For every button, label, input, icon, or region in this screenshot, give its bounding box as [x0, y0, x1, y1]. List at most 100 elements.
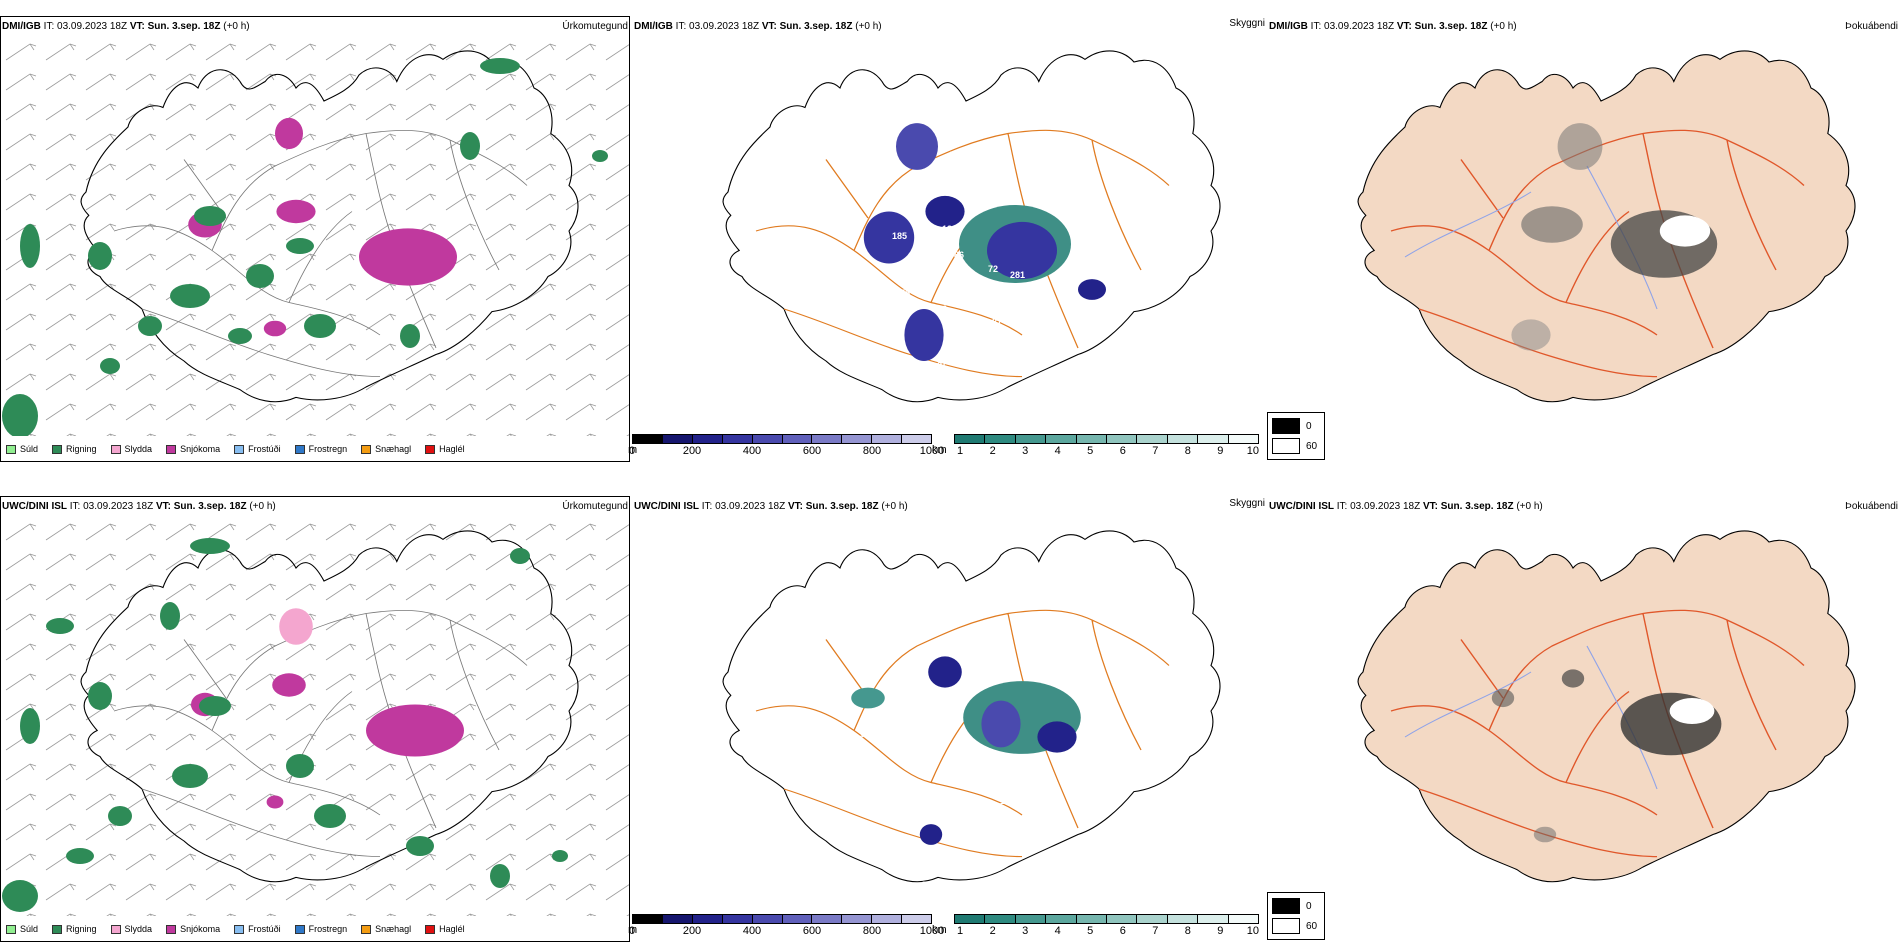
colorbar-swatch [662, 915, 693, 923]
legend-label: Snjókoma [180, 444, 221, 454]
colorbar-tick-label: 0 [628, 925, 636, 937]
visibility-map: 81 66 70 171 89 148 28 58 57 [722, 530, 1221, 892]
fog-legend-swatch [1272, 898, 1300, 914]
colorbar-swatch [1137, 435, 1168, 443]
colorbar-tick-label: 6 [1119, 445, 1126, 457]
init-label: IT: [69, 501, 81, 512]
precip-type-panel-row2: UWC/DINI ISL IT: 03.09.2023 18Z VT: Sun.… [0, 492, 632, 942]
fog-legend-swatch [1272, 918, 1300, 934]
fog-legend-row: 0 [1272, 898, 1312, 914]
legend-swatch [361, 444, 372, 454]
colorbar-swatch [1198, 915, 1229, 923]
legend-swatch [234, 924, 245, 934]
colorbar-tick-label: 3 [1022, 445, 1029, 457]
colorbar-swatch [1198, 435, 1229, 443]
colorbar-swatch [1076, 435, 1108, 443]
legend-swatch [52, 444, 63, 454]
visibility-value-label: 89 [1068, 786, 1078, 796]
precip-type-map [1, 36, 629, 436]
legend-swatch [234, 444, 245, 454]
colorbar-swatches [954, 434, 1259, 444]
visibility-value-label: 57 [944, 882, 954, 892]
fog-legend-row: 60 [1272, 918, 1317, 934]
valid-time: Sun. 3.sep. 18Z [1414, 21, 1488, 32]
legend-item-drizzle: Súld [6, 924, 38, 934]
legend-swatch [294, 924, 305, 934]
fog-legend: 0 60 [1267, 412, 1325, 460]
legend-swatch [6, 444, 16, 454]
legend-swatch [110, 444, 121, 454]
colorbar-swatch [842, 435, 873, 443]
precip-type-map [1, 516, 629, 916]
colorbar-ticks: 0 200 400 600 800 1000 [629, 445, 944, 459]
valid-label: VT: [129, 21, 145, 32]
legend-item-drizzle: Súld [6, 444, 38, 454]
fog-legend-row: 0 [1272, 418, 1312, 434]
colorbar-swatch [1015, 915, 1047, 923]
fog-map [1357, 50, 1856, 403]
fog-panel-row1: DMI/IGB IT: 03.09.2023 18Z VT: Sun. 3.se… [1267, 12, 1900, 462]
init-label: IT: [675, 21, 687, 32]
visibility-value-label: 87 [937, 358, 947, 368]
colorbar-unit: m [628, 444, 638, 456]
init-time: 03.09.2023 18Z [1324, 21, 1395, 32]
colorbar-swatch [1137, 915, 1168, 923]
init-time: 03.09.2023 18Z [1350, 501, 1421, 512]
valid-time: Sun. 3.sep. 18Z [1440, 501, 1514, 512]
colorbar-tick-label: 8 [1184, 925, 1191, 937]
visibility-value-label: 85 [950, 186, 960, 196]
lead-time: (+0 h) [249, 501, 276, 512]
precip-type-title: Úrkomutegund [562, 501, 628, 512]
panel-header: UWC/DINI ISL IT: 03.09.2023 18Z VT: Sun.… [634, 501, 908, 512]
colorbar-tick-label: 10 [1246, 925, 1260, 937]
fog-legend-label: 60 [1306, 920, 1318, 932]
colorbar-tick-label: 4 [1054, 445, 1061, 457]
colorbar-swatches [632, 914, 932, 924]
colorbar-swatch [902, 915, 932, 923]
valid-label: VT: [761, 21, 777, 32]
model-name: UWC/DINI ISL [634, 501, 699, 512]
init-time: 03.09.2023 18Z [689, 21, 760, 32]
colorbar-tick-label: 8 [1184, 445, 1191, 457]
visibility-value-label: 75 [900, 288, 910, 298]
visibility-panel-row1: DMI/IGB IT: 03.09.2023 18Z VT: Sun. 3.se… [628, 12, 1267, 462]
legend-swatch [6, 924, 16, 934]
colorbar-tick-label: 200 [682, 925, 702, 937]
visibility-value-label: 75 [922, 402, 932, 412]
valid-time: Sun. 3.sep. 18Z [173, 501, 247, 512]
fog-title: Þokuábendi [1845, 21, 1898, 32]
colorbar-tick-label: 3 [1022, 925, 1029, 937]
colorbar-swatch [955, 435, 986, 443]
colorbar-swatch [1228, 915, 1259, 923]
fog-title: Þokuábendi [1845, 501, 1898, 512]
legend-item-hail: Haglél [425, 444, 465, 454]
colorbar-tick-label: 5 [1087, 445, 1094, 457]
fog-legend-label: 0 [1306, 420, 1312, 432]
visibility-value-label: 148 [1000, 796, 1015, 806]
colorbar-unit: m [628, 924, 638, 936]
legend-item-graupel: Snæhagl [361, 444, 411, 454]
colorbar-swatches [954, 914, 1259, 924]
lead-time: (+0 h) [881, 501, 908, 512]
visibility-value-label: 58 [922, 880, 932, 890]
fog-legend-swatch [1272, 418, 1300, 434]
legend-label: Snæhagl [375, 444, 412, 454]
colorbar-swatch [722, 435, 753, 443]
visibility-value-label: 134 [942, 224, 957, 234]
visibility-title: Skyggni [1229, 498, 1265, 509]
panel-header: UWC/DINI ISL IT: 03.09.2023 18Z VT: Sun.… [1269, 501, 1543, 512]
colorbar-swatch [1046, 915, 1077, 923]
colorbar-swatch [1167, 915, 1199, 923]
legend-swatch [166, 924, 177, 934]
colorbar-swatch [985, 435, 1016, 443]
legend-label: Frostúði [248, 924, 281, 934]
valid-label: VT: [1422, 501, 1438, 512]
colorbar-swatch [782, 435, 813, 443]
legend-item-snow: Snjókoma [166, 924, 220, 934]
fog-legend-swatch [1272, 438, 1300, 454]
colorbar-swatch [782, 915, 813, 923]
init-label: IT: [1336, 501, 1348, 512]
colorbar-tick-label: 1 [957, 925, 964, 937]
colorbar-swatch [1107, 915, 1138, 923]
map-frame [0, 496, 630, 942]
